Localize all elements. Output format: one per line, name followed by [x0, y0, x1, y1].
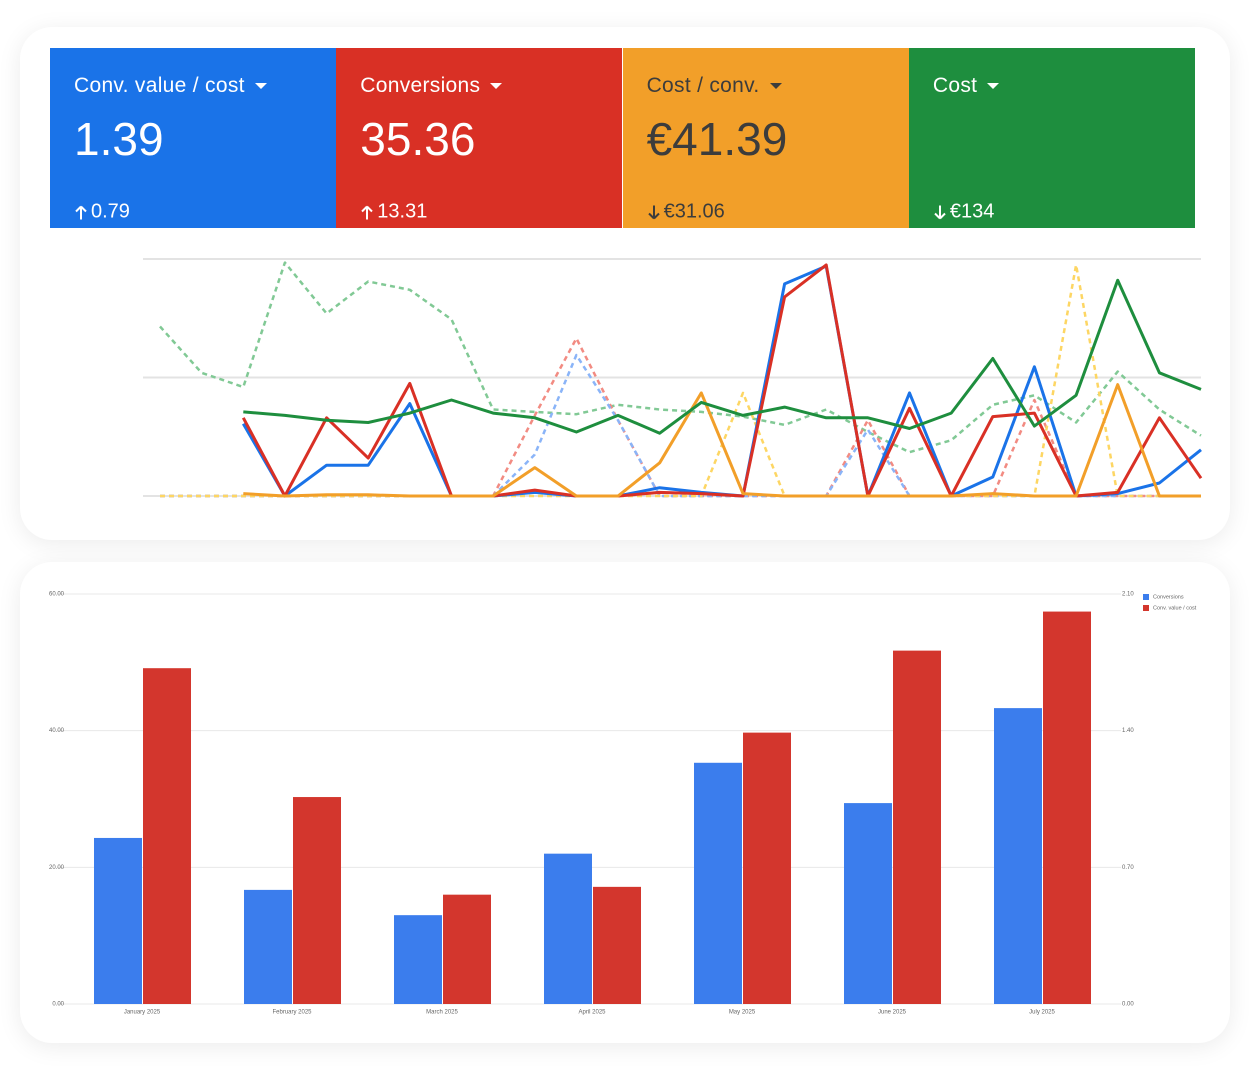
legend-label: Conv. value / cost — [1153, 605, 1197, 611]
y2-tick-label: 0.00 — [1122, 1002, 1134, 1008]
x-tick-label: April 2025 — [578, 1010, 606, 1016]
metric-value: 1.39 — [74, 113, 164, 165]
metric-card[interactable]: Cost / conv. €41.39 €31.06 — [622, 48, 909, 228]
y2-tick-label: 2.10 — [1122, 592, 1134, 598]
bar — [694, 762, 742, 1004]
metric-change-value: €134 — [949, 200, 995, 223]
metric-change-value: €31.06 — [663, 200, 725, 223]
metric-card[interactable]: Cost €134 — [908, 48, 1195, 228]
bar — [143, 668, 191, 1004]
bar — [293, 797, 341, 1004]
x-tick-label: July 2025 — [1029, 1010, 1055, 1016]
metric-value: €41.39 — [646, 113, 788, 165]
dropdown-caret — [987, 83, 1000, 89]
y-tick-label: 0.00 — [52, 1002, 64, 1008]
arrow — [934, 205, 946, 219]
line-series — [243, 278, 1202, 435]
dropdown-caret — [490, 83, 503, 89]
arrow-icon — [647, 205, 660, 219]
arrow-icon — [75, 205, 87, 219]
y2-tick-label: 0.70 — [1122, 865, 1134, 871]
metric-value: 35.36 — [360, 113, 476, 165]
bar — [1043, 611, 1091, 1004]
metric-label-text: Conversions — [360, 74, 481, 97]
dropdown-caret — [254, 83, 267, 89]
metric-label: Conv. value / cost — [74, 74, 312, 98]
x-tick-label: February 2025 — [272, 1010, 312, 1016]
metric-card[interactable]: Conv. value / cost 1.39 0.79 — [50, 48, 336, 228]
line-series — [160, 263, 1201, 498]
bar — [94, 837, 142, 1004]
arrow-icon — [934, 205, 946, 219]
metric-change: 13.31 — [360, 201, 427, 224]
legend-swatch — [1143, 605, 1149, 611]
x-tick-label: March 2025 — [426, 1010, 458, 1016]
metric-change-value: 0.79 — [91, 200, 130, 223]
bar — [994, 708, 1042, 1004]
line-series — [241, 263, 1203, 498]
x-tick-label: January 2025 — [124, 1010, 161, 1016]
bar — [544, 853, 592, 1004]
metric-card[interactable]: Conversions 35.36 13.31 — [336, 48, 623, 228]
metric-change: €31.06 — [647, 201, 725, 224]
metric-label: Cost — [933, 74, 1171, 98]
metric-label-text: Cost — [932, 74, 978, 97]
bar — [593, 886, 641, 1004]
metric-label-text: Cost / conv. — [646, 74, 760, 97]
bar — [443, 894, 491, 1004]
metric-change: €134 — [933, 200, 995, 224]
bar — [743, 732, 791, 1004]
metric-label-text: Conv. value / cost — [74, 74, 245, 97]
arrow — [361, 205, 374, 219]
bar — [244, 889, 292, 1004]
metric-label: Cost / conv. — [647, 74, 885, 98]
legend-label: Conversions — [1153, 594, 1184, 600]
arrow — [75, 205, 87, 219]
x-tick-label: May 2025 — [729, 1010, 756, 1016]
bar — [844, 803, 892, 1004]
x-tick-label: June 2025 — [878, 1010, 907, 1016]
dropdown-caret — [769, 83, 782, 89]
arrow — [647, 205, 660, 219]
metric-label: Conversions — [360, 74, 598, 98]
metric-change-value: 13.31 — [377, 200, 428, 223]
metric-change: 0.79 — [74, 201, 130, 224]
line-series — [243, 383, 1201, 498]
y2-tick-label: 1.40 — [1122, 728, 1134, 734]
y-tick-label: 20.00 — [49, 865, 65, 871]
bar — [893, 650, 941, 1004]
y-tick-label: 60.00 — [49, 592, 65, 598]
y-tick-label: 40.00 — [49, 728, 65, 734]
legend-swatch — [1143, 594, 1149, 600]
bar — [394, 915, 442, 1004]
arrow-icon — [361, 205, 374, 219]
